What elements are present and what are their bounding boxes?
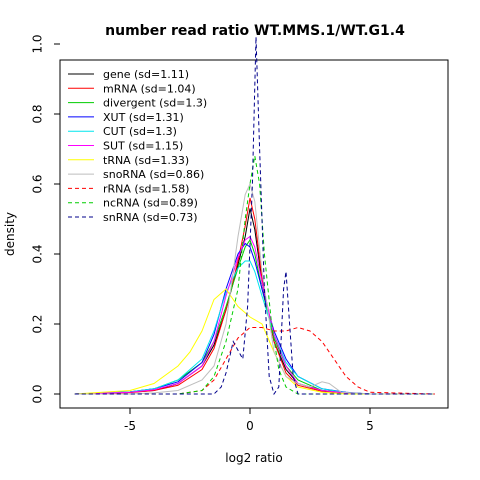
- legend-label: rRNA (sd=1.58): [103, 182, 189, 195]
- series-line: [74, 155, 435, 395]
- plot-frame: [59, 59, 449, 409]
- y-tick-label: 0.0: [31, 384, 45, 403]
- legend-label: gene (sd=1.11): [103, 68, 189, 81]
- legend-label: tRNA (sd=1.33): [103, 154, 189, 167]
- x-axis-label: log2 ratio: [225, 451, 282, 465]
- y-tick-label: 0.8: [31, 104, 45, 123]
- y-tick-label: 1.0: [31, 34, 45, 53]
- chart-title: number read ratio WT.MMS.1/WT.G1.4: [105, 23, 405, 39]
- legend-label: mRNA (sd=1.04): [103, 82, 196, 95]
- series-line: [74, 288, 435, 395]
- series-line: [74, 197, 435, 395]
- series-line: [74, 238, 435, 395]
- series-line: [74, 326, 435, 395]
- x-tick-label: 5: [366, 419, 374, 433]
- legend-label: snRNA (sd=0.73): [103, 211, 198, 224]
- legend-label: snoRNA (sd=0.86): [103, 168, 204, 181]
- legend-label: CUT (sd=1.3): [103, 125, 177, 138]
- legend-label: SUT (sd=1.15): [103, 140, 183, 153]
- x-axis: -5 0 5: [124, 408, 374, 433]
- x-tick-label: -5: [124, 419, 136, 433]
- legend-label: ncRNA (sd=0.89): [103, 197, 198, 210]
- series-line: [74, 208, 435, 395]
- y-tick-label: 0.2: [31, 314, 45, 333]
- series-line: [74, 260, 435, 395]
- y-tick-label: 0.4: [31, 244, 45, 263]
- legend-label: divergent (sd=1.3): [103, 97, 207, 110]
- series-line: [74, 182, 435, 395]
- x-tick-label: 0: [246, 419, 254, 433]
- legend-label: XUT (sd=1.31): [103, 111, 184, 124]
- y-tick-label: 0.6: [31, 174, 45, 193]
- series-line: [74, 242, 435, 395]
- legend: gene (sd=1.11)mRNA (sd=1.04) divergent (s…: [68, 68, 207, 224]
- series-line: [74, 36, 435, 396]
- y-axis-label: density: [3, 212, 17, 256]
- y-axis: 0.0 0.2 0.4 0.6 0.8 1.0: [31, 34, 60, 404]
- series-group: [74, 36, 435, 396]
